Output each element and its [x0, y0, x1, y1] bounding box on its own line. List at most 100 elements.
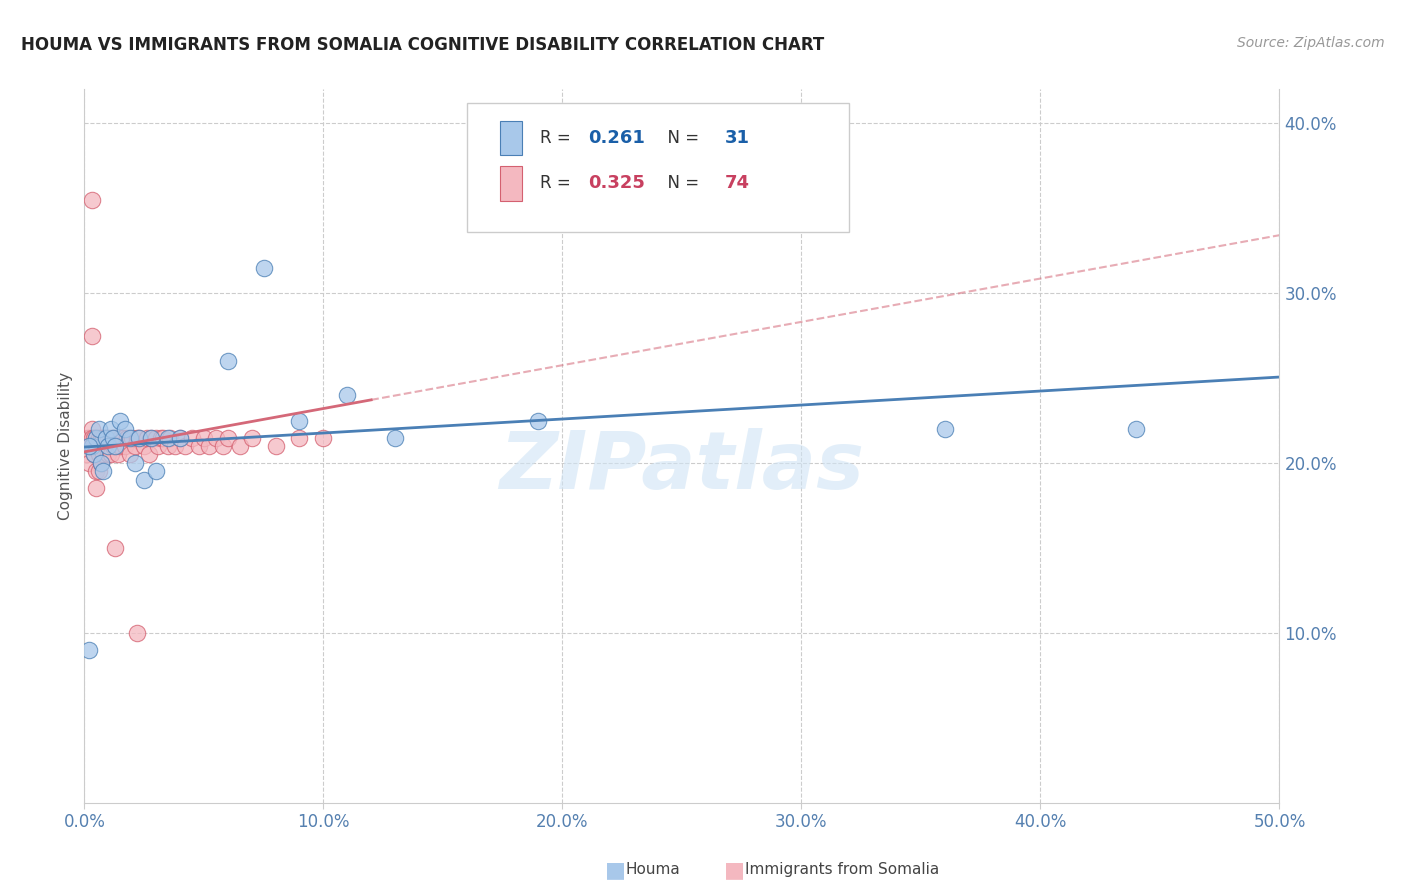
Point [157, 430, 180, 444]
Point [86, 430, 108, 444]
Point [80, 328, 103, 343]
Point [97, 448, 120, 462]
Point [93, 465, 115, 479]
Text: 0.325: 0.325 [588, 175, 644, 193]
Point [336, 388, 359, 402]
Point [141, 430, 163, 444]
Text: R =: R = [540, 128, 576, 146]
Point [148, 439, 170, 453]
Point [145, 465, 167, 479]
Point [90, 456, 112, 470]
Point [87, 422, 110, 436]
Point [77, 456, 100, 470]
Text: ZIPatlas: ZIPatlas [499, 428, 865, 507]
Point [80, 430, 103, 444]
Point [169, 430, 191, 444]
Point [165, 439, 187, 453]
Point [117, 430, 139, 444]
Point [217, 354, 239, 368]
Point [90, 430, 112, 444]
Point [132, 473, 156, 487]
Point [94, 430, 117, 444]
Point [83, 439, 105, 453]
Point [104, 439, 127, 453]
Point [264, 439, 287, 453]
Point [125, 430, 148, 444]
Point [93, 430, 115, 444]
FancyBboxPatch shape [467, 103, 849, 232]
Text: 74: 74 [725, 175, 751, 193]
Point [86, 482, 108, 496]
Point [101, 439, 124, 453]
Point [149, 430, 172, 444]
Point [128, 430, 150, 444]
Point [181, 430, 204, 444]
Text: ■: ■ [724, 860, 745, 880]
Point [107, 448, 129, 462]
Point [217, 430, 239, 444]
Point [111, 430, 134, 444]
Point [118, 448, 141, 462]
Point [173, 439, 195, 453]
Text: N =: N = [657, 175, 704, 193]
Point [76, 448, 98, 462]
Point [80, 439, 103, 453]
Point [90, 439, 112, 453]
Point [101, 430, 124, 444]
Point [86, 465, 108, 479]
Point [80, 439, 103, 453]
Point [110, 430, 132, 444]
Point [77, 430, 100, 444]
Point [124, 456, 146, 470]
Text: Immigrants from Somalia: Immigrants from Somalia [745, 863, 939, 877]
Point [121, 430, 143, 444]
Text: ■: ■ [605, 860, 626, 880]
Y-axis label: Cognitive Disability: Cognitive Disability [58, 372, 73, 520]
Point [125, 626, 148, 640]
Point [527, 413, 550, 427]
Point [100, 430, 122, 444]
Point [118, 430, 141, 444]
Point [76, 430, 98, 444]
Point [86, 430, 108, 444]
Point [193, 430, 215, 444]
Point [1125, 422, 1147, 436]
Point [93, 430, 115, 444]
Text: R =: R = [540, 175, 576, 193]
Text: HOUMA VS IMMIGRANTS FROM SOMALIA COGNITIVE DISABILITY CORRELATION CHART: HOUMA VS IMMIGRANTS FROM SOMALIA COGNITI… [21, 36, 824, 54]
Point [288, 413, 311, 427]
Point [83, 430, 105, 444]
Point [101, 430, 124, 444]
Point [312, 430, 335, 444]
Point [87, 430, 110, 444]
Point [80, 422, 103, 436]
Point [114, 439, 136, 453]
Point [94, 430, 117, 444]
Point [229, 439, 252, 453]
Point [87, 465, 110, 479]
Point [100, 422, 122, 436]
Point [110, 413, 132, 427]
Point [90, 456, 112, 470]
Point [197, 439, 219, 453]
Text: Houma: Houma [626, 863, 681, 877]
Point [138, 448, 160, 462]
Point [132, 439, 156, 453]
Point [253, 260, 276, 275]
Point [128, 430, 150, 444]
Point [114, 422, 136, 436]
Point [83, 448, 105, 462]
Point [205, 430, 228, 444]
Point [384, 430, 406, 444]
Point [104, 439, 127, 453]
FancyBboxPatch shape [501, 120, 522, 155]
Point [159, 430, 181, 444]
Text: 0.261: 0.261 [588, 128, 644, 146]
Point [93, 448, 115, 462]
Point [83, 448, 105, 462]
Point [145, 430, 167, 444]
Point [87, 448, 110, 462]
Point [141, 430, 163, 444]
FancyBboxPatch shape [501, 166, 522, 201]
Point [152, 430, 174, 444]
